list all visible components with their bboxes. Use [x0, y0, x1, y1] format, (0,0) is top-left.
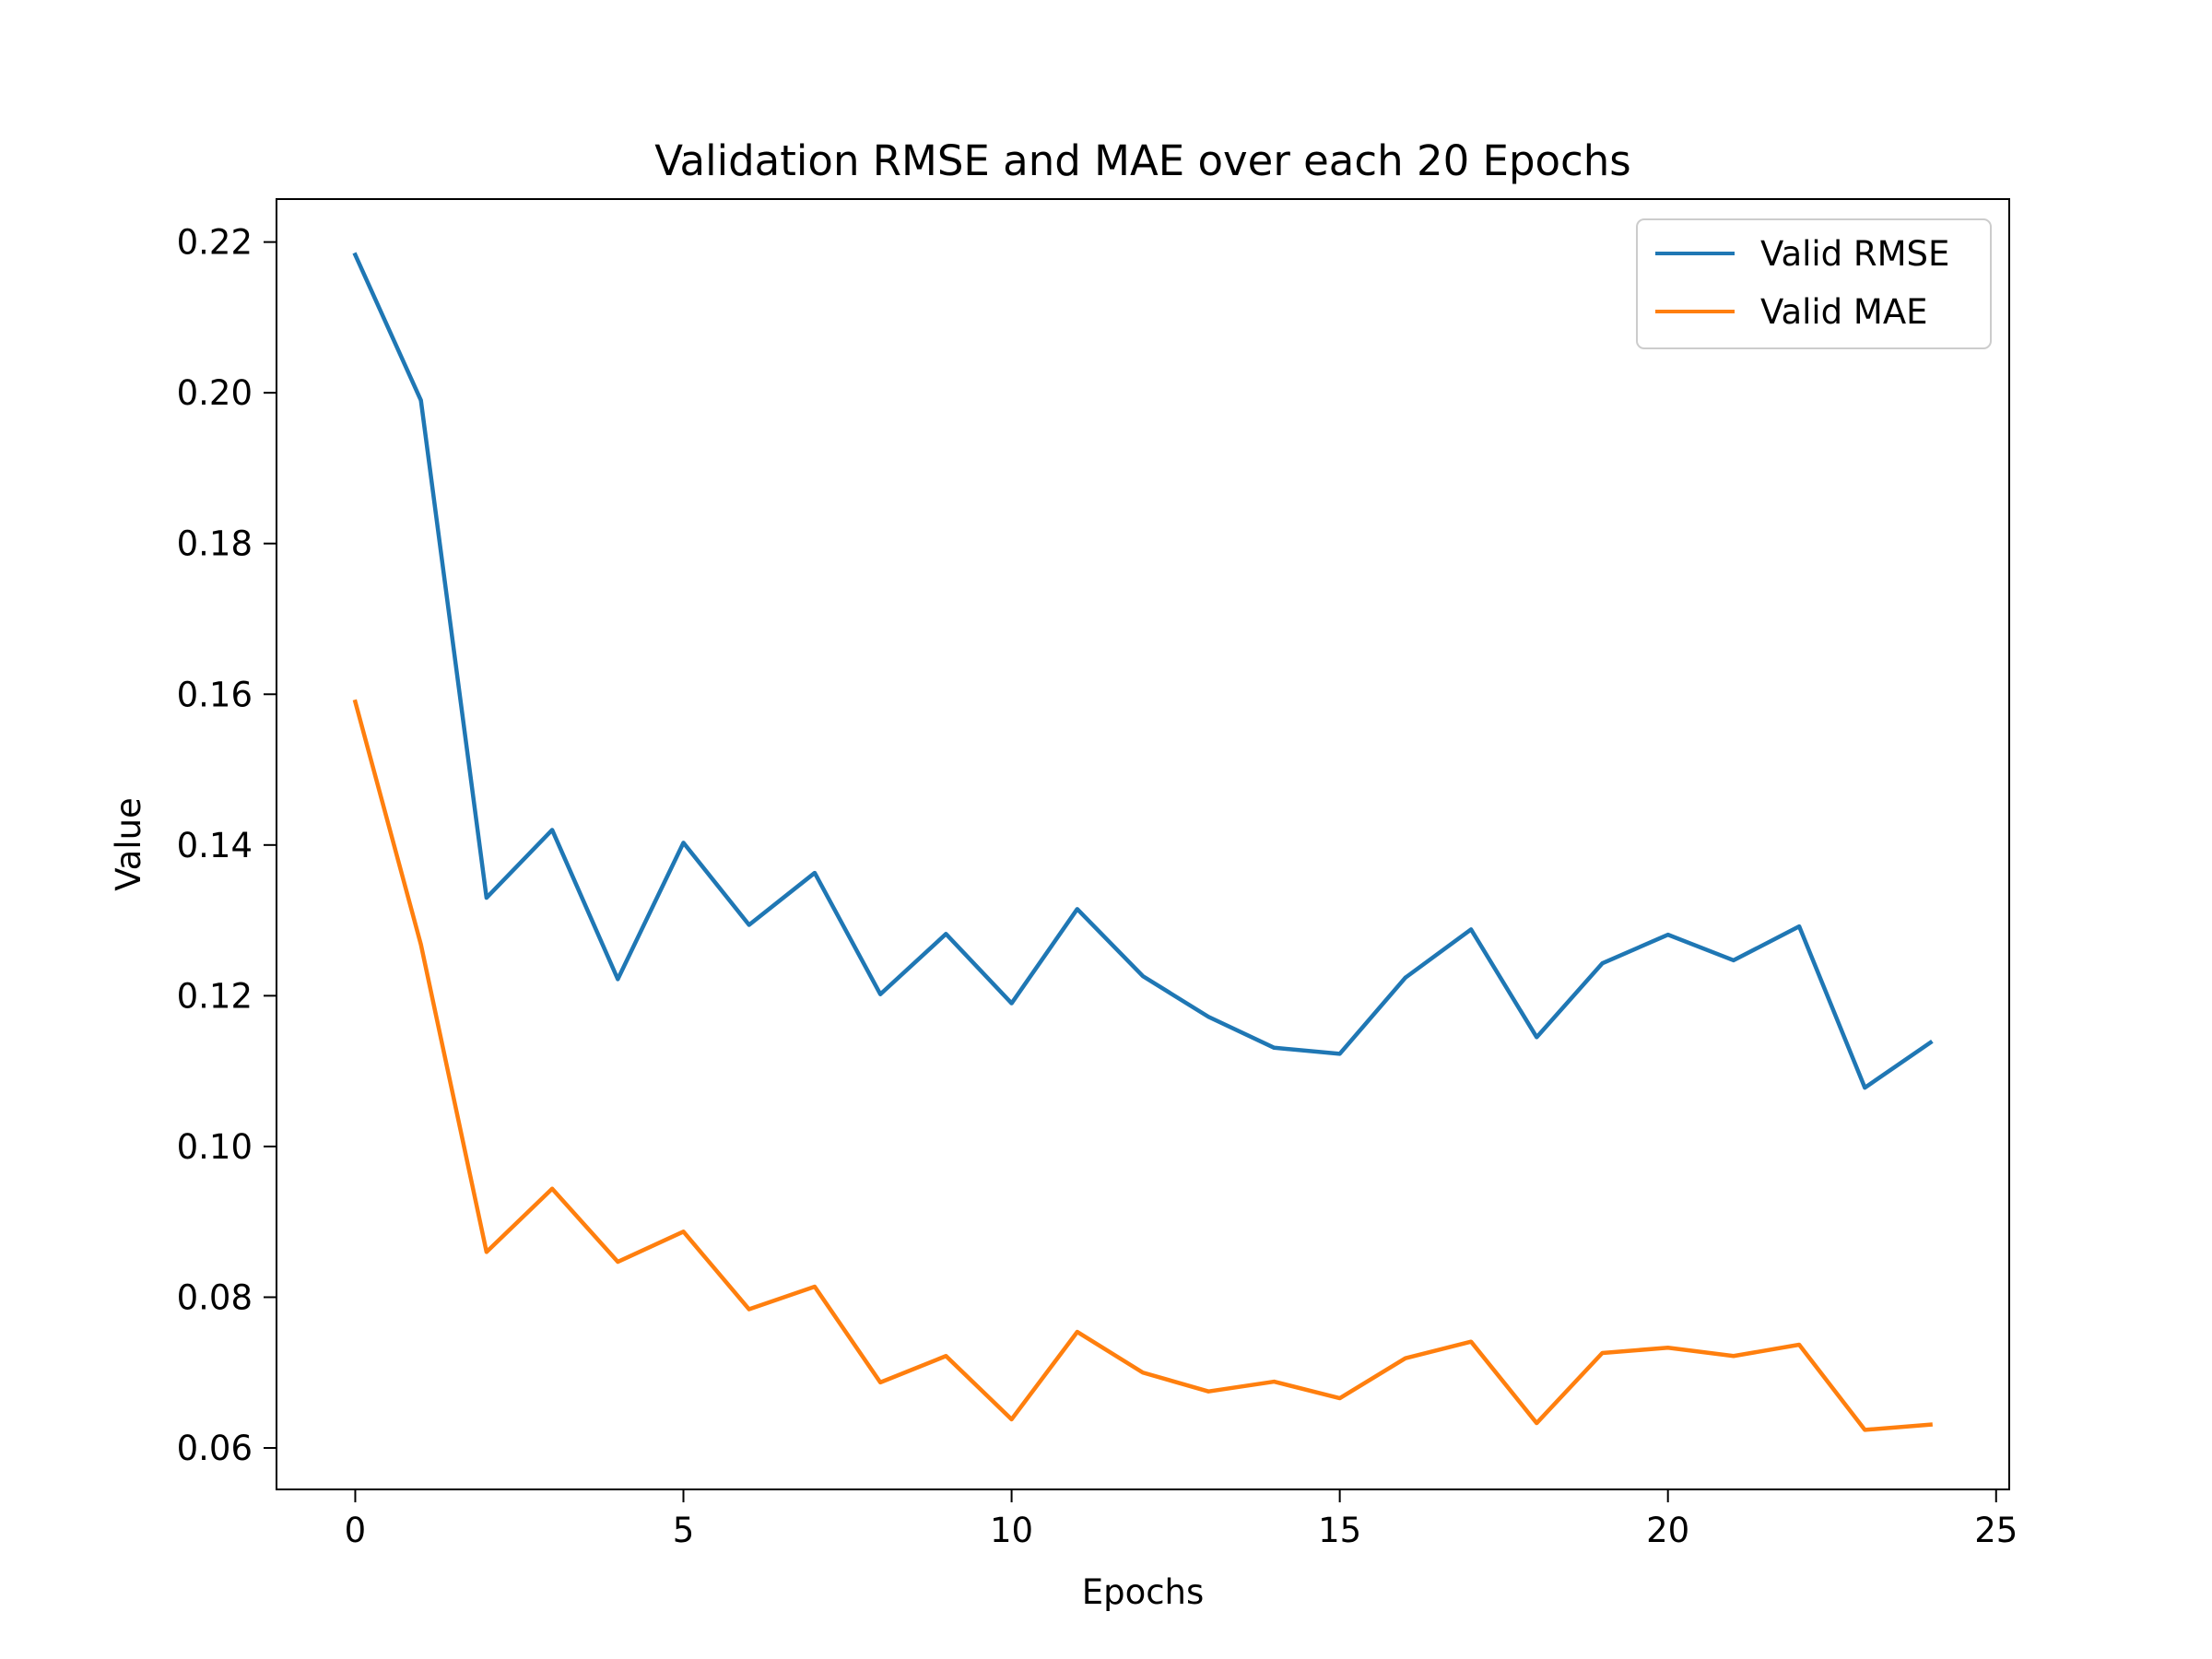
legend-label-valid-rmse: Valid RMSE — [1760, 234, 1949, 274]
legend-label-valid-mae: Valid MAE — [1760, 292, 1928, 332]
y-tick-label: 0.08 — [177, 1277, 253, 1317]
x-tick-label: 15 — [1318, 1511, 1361, 1550]
series-layer — [352, 252, 1934, 1432]
x-tick-label: 20 — [1646, 1511, 1689, 1550]
y-tick-label: 0.10 — [177, 1127, 253, 1167]
y-tick-label: 0.14 — [177, 826, 253, 865]
y-tick-label: 0.20 — [177, 373, 253, 413]
chart-title: Validation RMSE and MAE over each 20 Epo… — [654, 136, 1631, 185]
y-tick-label: 0.06 — [177, 1429, 253, 1468]
x-axis: 0 5 10 15 20 25 — [345, 1489, 2018, 1550]
y-tick-label: 0.22 — [177, 223, 253, 263]
x-tick-label: 10 — [990, 1511, 1033, 1550]
y-axis-label: Value — [109, 797, 148, 891]
x-tick-label: 0 — [345, 1511, 367, 1550]
y-tick-label: 0.12 — [177, 976, 253, 1016]
x-axis-label: Epochs — [1082, 1572, 1205, 1612]
x-tick-label: 5 — [673, 1511, 695, 1550]
series-line-valid-rmse — [352, 252, 1934, 1090]
x-tick-label: 25 — [1974, 1511, 2018, 1550]
series-line-valid-mae — [352, 699, 1933, 1432]
plot-area — [276, 199, 2009, 1489]
y-axis: 0.06 0.08 0.10 0.12 0.14 0.16 0.18 0.20 0.22 — [177, 223, 276, 1468]
legend: Valid RMSE Valid MAE — [1636, 218, 1992, 349]
y-tick-label: 0.16 — [177, 675, 253, 714]
y-tick-label: 0.18 — [177, 524, 253, 564]
